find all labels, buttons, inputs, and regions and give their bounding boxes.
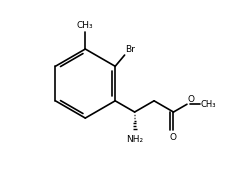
Text: O: O (170, 133, 177, 142)
Text: Br: Br (126, 45, 135, 54)
Text: NH₂: NH₂ (126, 135, 143, 144)
Text: O: O (188, 95, 194, 104)
Text: CH₃: CH₃ (200, 100, 216, 109)
Text: CH₃: CH₃ (76, 21, 93, 30)
